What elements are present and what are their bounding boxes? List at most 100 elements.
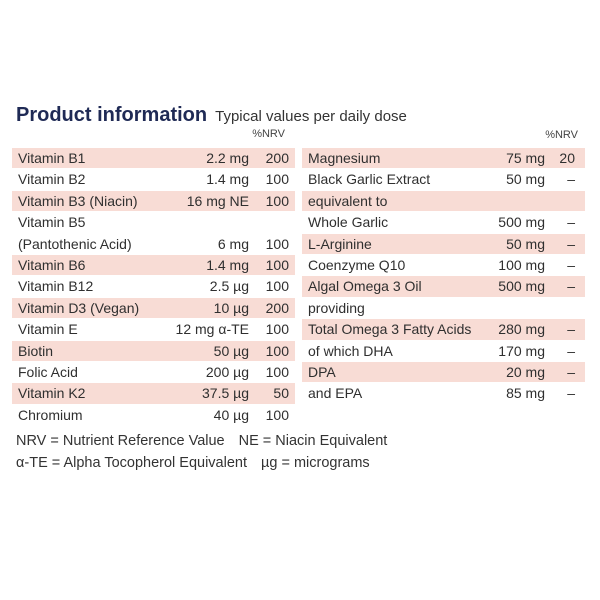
nutrient-row: Biotin 50 µg 100 xyxy=(12,340,295,362)
nutrient-nrv: 200 xyxy=(265,299,289,316)
nutrient-row: Vitamin E 12 mg α-TE 100 xyxy=(12,319,295,341)
nutrient-name: L-Arginine xyxy=(308,235,372,252)
nutrient-amount: 75 mg xyxy=(506,150,545,166)
footnotes: NRV = Nutrient Reference Value NE = Niaci… xyxy=(16,430,387,474)
nutrient-row: Chromium 40 µg 100 xyxy=(12,405,295,427)
nutrient-nrv: 100 xyxy=(265,192,289,209)
nutrient-row: Vitamin B1 2.2 mg 200 xyxy=(12,148,295,170)
nutrient-nrv: – xyxy=(567,214,575,231)
nrv-column-header-right: %NRV xyxy=(545,129,578,141)
nutrient-row: Black Garlic Extract 50 mg – xyxy=(302,169,585,191)
nutrient-nrv: 100 xyxy=(265,278,289,295)
page-title: Product information xyxy=(16,104,208,126)
nutrient-name: Vitamin D3 (Vegan) xyxy=(18,299,140,316)
nutrient-amount: 2.5 µg xyxy=(209,278,249,295)
nutrient-name: Chromium xyxy=(18,406,83,423)
nutrient-name: providing xyxy=(308,299,365,316)
nutrient-nrv: – xyxy=(567,278,575,295)
nutrient-row: DPA 20 mg – xyxy=(302,361,585,384)
nutrient-nrv: 100 xyxy=(265,406,289,423)
nutrient-amount: 40 µg xyxy=(213,406,249,423)
nutrient-amount: 280 mg xyxy=(498,321,545,338)
nutrient-name: Algal Omega 3 Oil xyxy=(308,278,422,295)
nutrient-row: of which DHA 170 mg – xyxy=(302,341,585,362)
nutrient-amount: 500 mg xyxy=(498,214,545,231)
nutrient-name: Folic Acid xyxy=(18,363,78,380)
nutrient-nrv: 100 xyxy=(265,363,289,380)
nutrient-name: Vitamin K2 xyxy=(18,385,86,402)
nutrient-name: Vitamin B12 xyxy=(18,278,94,295)
nutrient-row: Vitamin B6 1.4 mg 100 xyxy=(12,254,295,277)
page-subtitle: Typical values per daily dose xyxy=(215,108,407,125)
nutrient-amount: 500 mg xyxy=(498,278,545,295)
nutrient-amount: 37.5 µg xyxy=(202,385,249,402)
nutrient-nrv: – xyxy=(567,256,575,273)
nutrient-amount: 10 µg xyxy=(213,299,249,316)
nutrient-amount: 200 µg xyxy=(205,363,249,380)
nutrient-amount: 100 mg xyxy=(498,256,545,273)
product-info-header: Product information Typical values per da… xyxy=(16,104,407,127)
nutrient-row: Vitamin K2 37.5 µg 50 xyxy=(12,383,295,405)
nutrient-nrv: – xyxy=(567,342,575,359)
nutrient-amount: 50 mg xyxy=(506,235,545,252)
nutrient-name: DPA xyxy=(308,363,336,380)
nutrient-name: Whole Garlic xyxy=(308,214,389,231)
nutrient-nrv: 100 xyxy=(265,256,289,273)
nutrient-amount: 50 mg xyxy=(506,171,545,188)
nutrient-name: Vitamin E xyxy=(18,321,78,338)
nutrient-name: (Pantothenic Acid) xyxy=(18,235,132,252)
nutrient-amount: 20 mg xyxy=(506,363,545,380)
nutrient-nrv: – xyxy=(567,385,575,402)
nutrient-row: Vitamin B2 1.4 mg 100 xyxy=(12,169,295,191)
nutrient-name: Vitamin B6 xyxy=(18,256,86,273)
nutrient-row: Vitamin B5 xyxy=(12,212,295,234)
footnote-line-1: NRV = Nutrient Reference Value NE = Niaci… xyxy=(16,430,387,452)
nutrient-nrv: 100 xyxy=(265,342,289,359)
nutrient-nrv: 50 xyxy=(273,385,289,402)
nutrient-amount: 170 mg xyxy=(498,342,545,359)
nutrient-name: Vitamin B2 xyxy=(18,171,86,188)
nutrient-amount: 6 mg xyxy=(217,235,249,252)
nutrient-nrv: – xyxy=(567,321,575,338)
nutrient-name: equivalent to xyxy=(308,192,388,209)
nutrient-name: Total Omega 3 Fatty Acids xyxy=(308,321,472,338)
nutrient-nrv: 100 xyxy=(265,235,289,252)
nutrient-name: Biotin xyxy=(18,342,54,359)
nutrient-row: providing xyxy=(302,298,585,320)
footnote-ate: α-TE = Alpha Tocopherol Equivalent xyxy=(16,455,247,471)
nutrient-name: of which DHA xyxy=(308,342,393,359)
nutrient-row: Vitamin B12 2.5 µg 100 xyxy=(12,276,295,298)
nutrient-name: Vitamin B3 (Niacin) xyxy=(18,192,138,209)
nutrient-name: Black Garlic Extract xyxy=(308,171,431,188)
nutrient-amount: 50 µg xyxy=(213,342,249,359)
nutrient-name: Vitamin B1 xyxy=(18,150,86,166)
nutrient-name: Coenzyme Q10 xyxy=(308,256,406,273)
nutrient-nrv: – xyxy=(567,363,575,380)
nutrient-row: and EPA 85 mg – xyxy=(302,383,585,405)
nutrient-nrv: – xyxy=(567,171,575,188)
nutrient-amount: 12 mg α-TE xyxy=(175,321,249,338)
nutrient-amount: 2.2 mg xyxy=(206,150,249,166)
nutrient-amount: 1.4 mg xyxy=(206,171,249,188)
right-table-rows: Magnesium 75 mg 20 Black Garlic Extract 50 m… xyxy=(302,148,585,405)
nutrient-row: (Pantothenic Acid) 6 mg 100 xyxy=(12,234,295,255)
nutrient-nrv: 100 xyxy=(265,321,289,338)
nutrient-row: Vitamin B3 (Niacin) 16 mg NE 100 xyxy=(12,190,295,213)
nrv-column-header-left: %NRV xyxy=(252,128,285,140)
nutrient-row: Total Omega 3 Fatty Acids 280 mg – xyxy=(302,319,585,341)
nutrient-nrv: 100 xyxy=(265,171,289,188)
nutrient-row: equivalent to xyxy=(302,190,585,213)
nutrient-row: Vitamin D3 (Vegan) 10 µg 200 xyxy=(12,297,295,320)
footnote-ne: NE = Niacin Equivalent xyxy=(238,433,388,449)
nutrient-row: Whole Garlic 500 mg – xyxy=(302,212,585,234)
footnote-line-2: α-TE = Alpha Tocopherol Equivalent µg = m… xyxy=(16,452,387,474)
nutrient-amount: 85 mg xyxy=(506,385,545,402)
left-table-rows: Vitamin B1 2.2 mg 200 Vitamin B2 1.4 mg 100 Vi… xyxy=(12,148,295,427)
nutrient-row: Magnesium 75 mg 20 xyxy=(302,148,585,170)
nutrient-amount: 1.4 mg xyxy=(206,256,249,273)
nutrient-row: L-Arginine 50 mg – xyxy=(302,233,585,255)
nutrient-nrv: 200 xyxy=(265,150,289,166)
footnote-ug: µg = micrograms xyxy=(261,455,370,471)
nutrient-name: Vitamin B5 xyxy=(18,214,86,231)
nutrient-row: Coenzyme Q10 100 mg – xyxy=(302,255,585,277)
